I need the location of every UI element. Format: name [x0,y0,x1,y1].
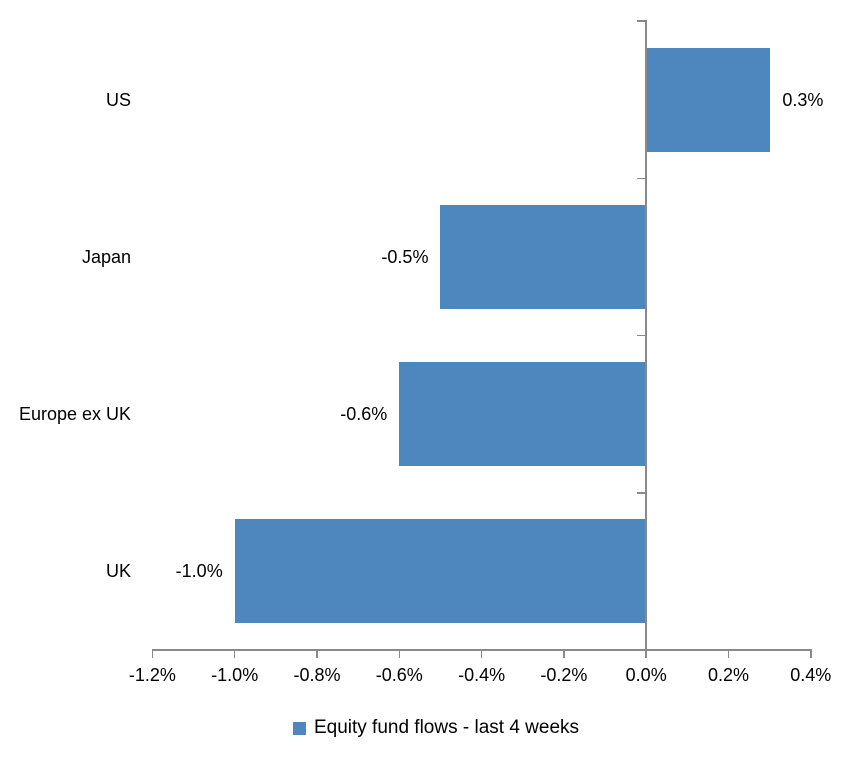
legend: Equity fund flows - last 4 weeks [292,716,580,740]
category-label: UK [105,561,131,582]
bar-uk [234,519,647,624]
x-tick-label: -1.2% [128,665,176,685]
x-tick-label: 0.2% [707,665,750,685]
x-tick-label: -0.2% [540,665,588,685]
y-axis-tick [637,20,646,22]
x-tick-label: -0.8% [293,665,341,685]
x-tick-label: -1.0% [211,665,259,685]
x-tick-label: -0.6% [375,665,423,685]
x-tick-label: -0.4% [458,665,506,685]
y-axis-line [645,20,647,650]
y-axis-tick [637,177,646,179]
y-axis-tick [637,334,646,337]
x-axis-tick [480,650,483,658]
legend-label: Equity fund flows - last 4 weeks [313,717,580,738]
bar-value-label: -0.5% [381,246,429,267]
x-axis-tick [151,650,154,658]
bar-value-label: -0.6% [340,404,388,425]
bar-value-label: -1.0% [175,561,223,582]
x-tick-label: 0.0% [625,665,667,685]
x-axis-tick [563,650,565,658]
bar-japan [440,204,647,309]
x-axis-tick [727,650,730,658]
category-label: Europe ex UK [18,404,131,425]
x-axis-tick [645,650,647,658]
bar-value-label: 0.3% [782,89,824,110]
x-axis-tick [316,650,318,658]
y-axis-tick [637,492,646,494]
bar-europe-ex-uk [399,362,647,467]
x-tick-label: 0.4% [790,665,832,685]
legend-swatch-icon [292,721,306,735]
bar-us [646,47,771,152]
x-axis-tick [233,650,236,658]
x-axis-tick [810,650,812,658]
category-label: US [105,89,131,110]
category-label: Japan [81,246,131,267]
x-axis-tick [398,650,401,658]
